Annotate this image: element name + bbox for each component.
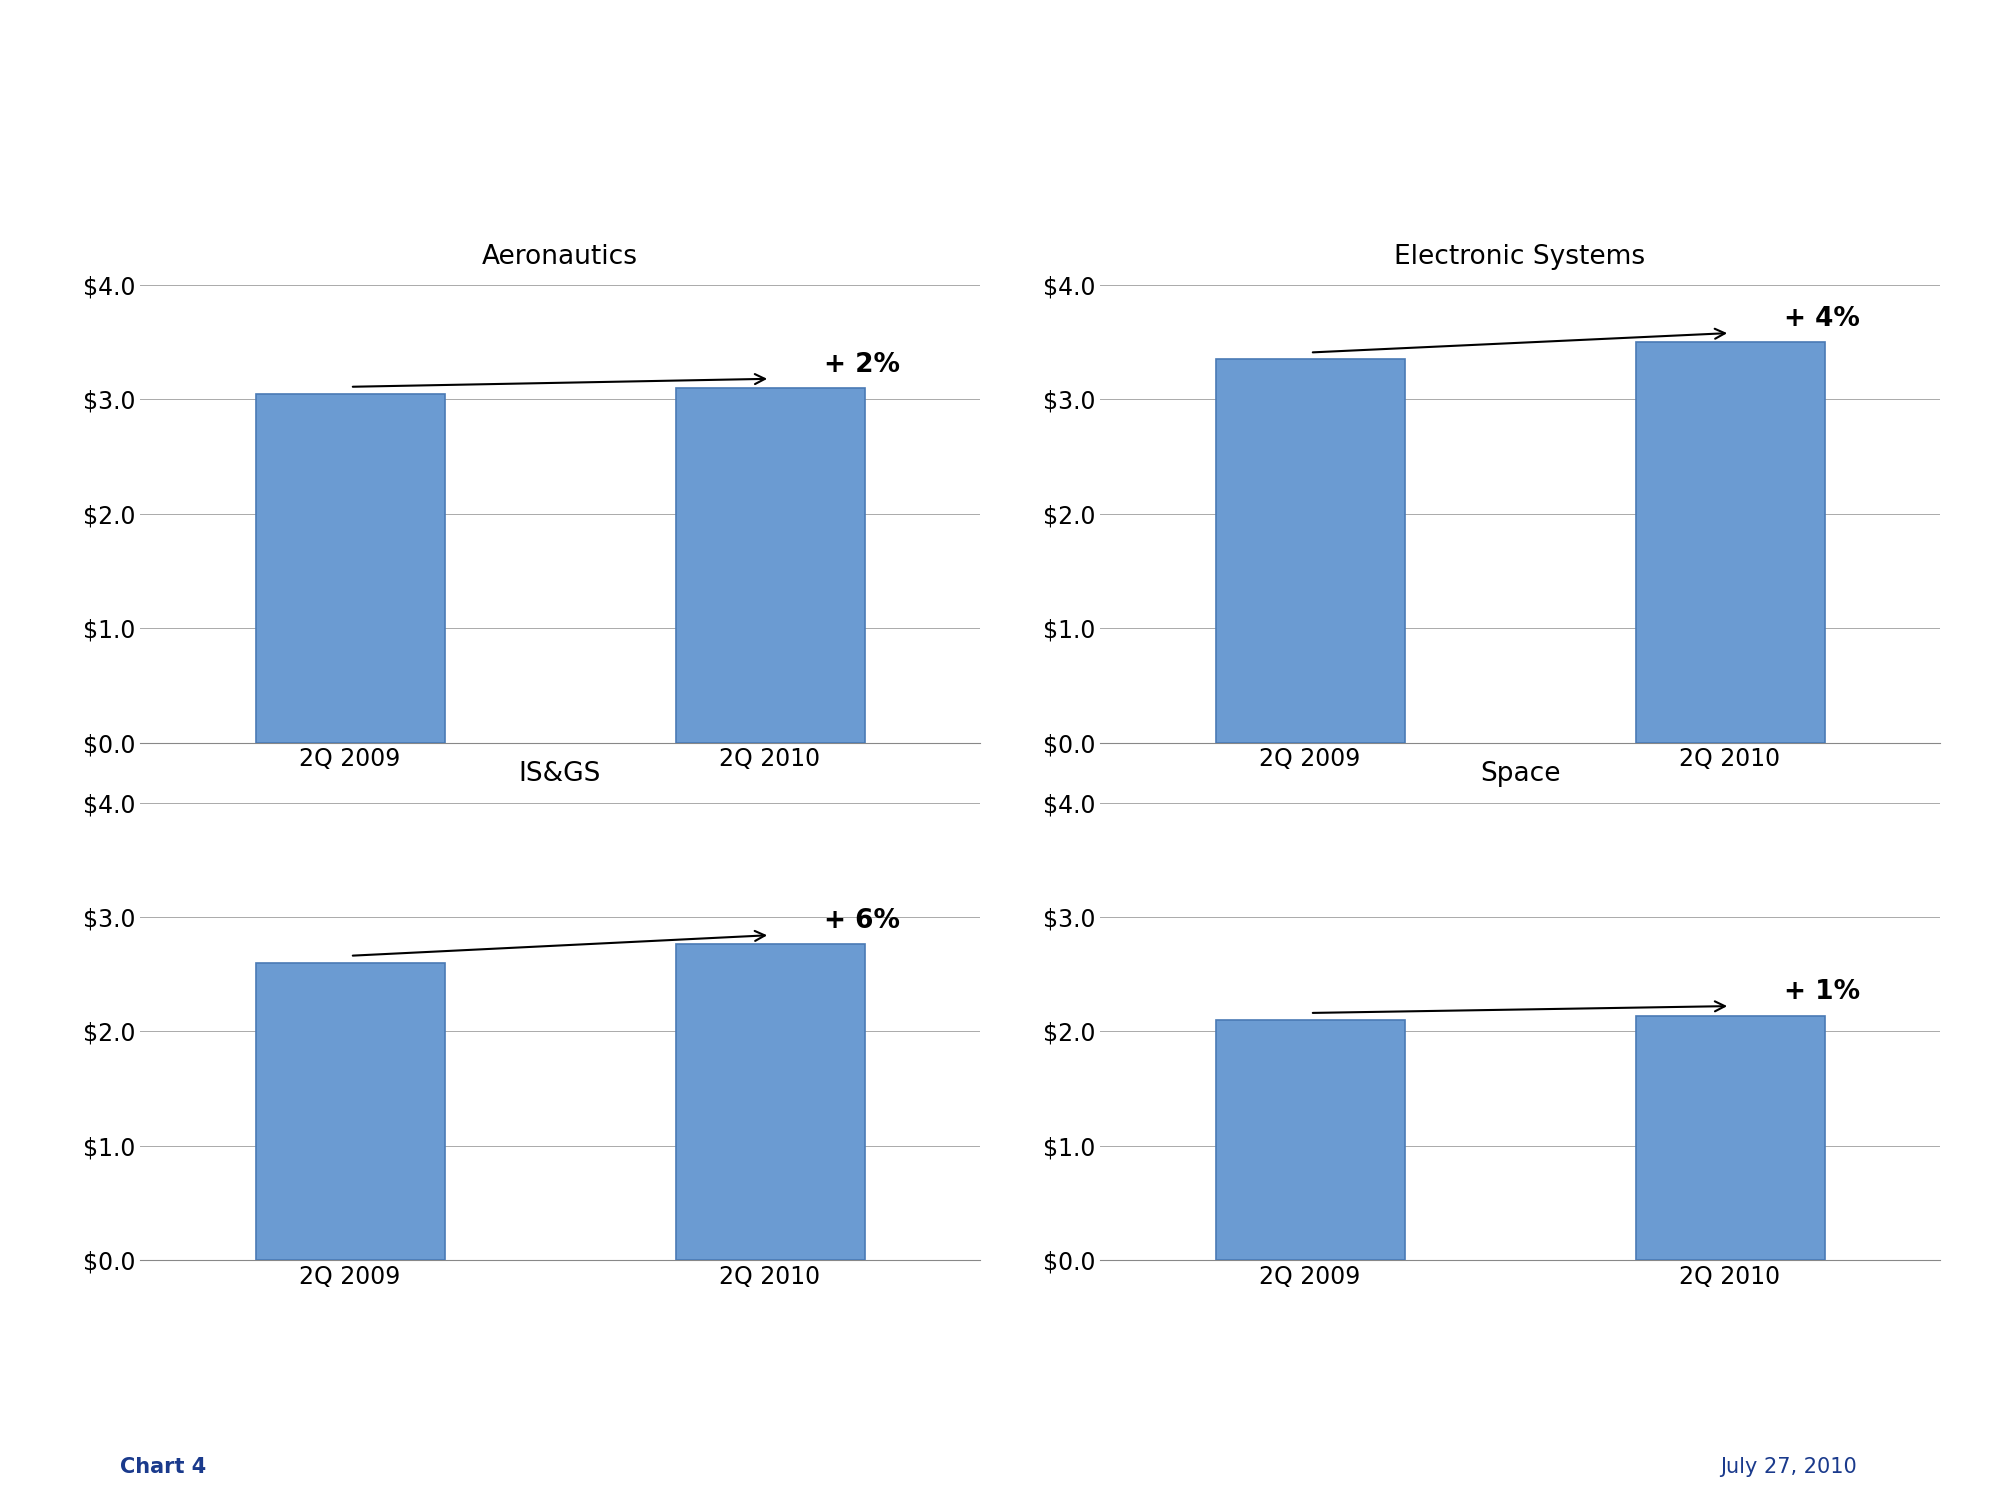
- Bar: [1636, 342, 1824, 742]
- Text: + 2%: + 2%: [824, 352, 900, 378]
- Text: + 1%: + 1%: [1784, 980, 1860, 1005]
- Text: + 6%: + 6%: [824, 909, 900, 934]
- Bar: [256, 963, 444, 1260]
- Text: July 27, 2010: July 27, 2010: [1720, 1456, 1856, 1478]
- Text: 2Q Sales Summary: 2Q Sales Summary: [200, 86, 900, 152]
- Bar: [676, 388, 864, 742]
- Text: + 4%: + 4%: [1784, 306, 1860, 333]
- Text: Total Sales Growth of +3% As Expected...
On Track To Meet Full Year Guidance: Total Sales Growth of +3% As Expected...…: [632, 1318, 1368, 1390]
- Text: IS&GS: IS&GS: [518, 760, 602, 788]
- Text: Aeronautics: Aeronautics: [482, 243, 638, 270]
- Text: Chart 4: Chart 4: [120, 1456, 206, 1478]
- Text: Electronic Systems: Electronic Systems: [1394, 243, 1646, 270]
- Bar: [676, 945, 864, 1260]
- Bar: [256, 393, 444, 742]
- Text: ($B): ($B): [200, 202, 268, 229]
- Bar: [1216, 1020, 1404, 1260]
- Text: Space: Space: [1480, 760, 1560, 788]
- Bar: [1216, 360, 1404, 742]
- Bar: [1636, 1017, 1824, 1260]
